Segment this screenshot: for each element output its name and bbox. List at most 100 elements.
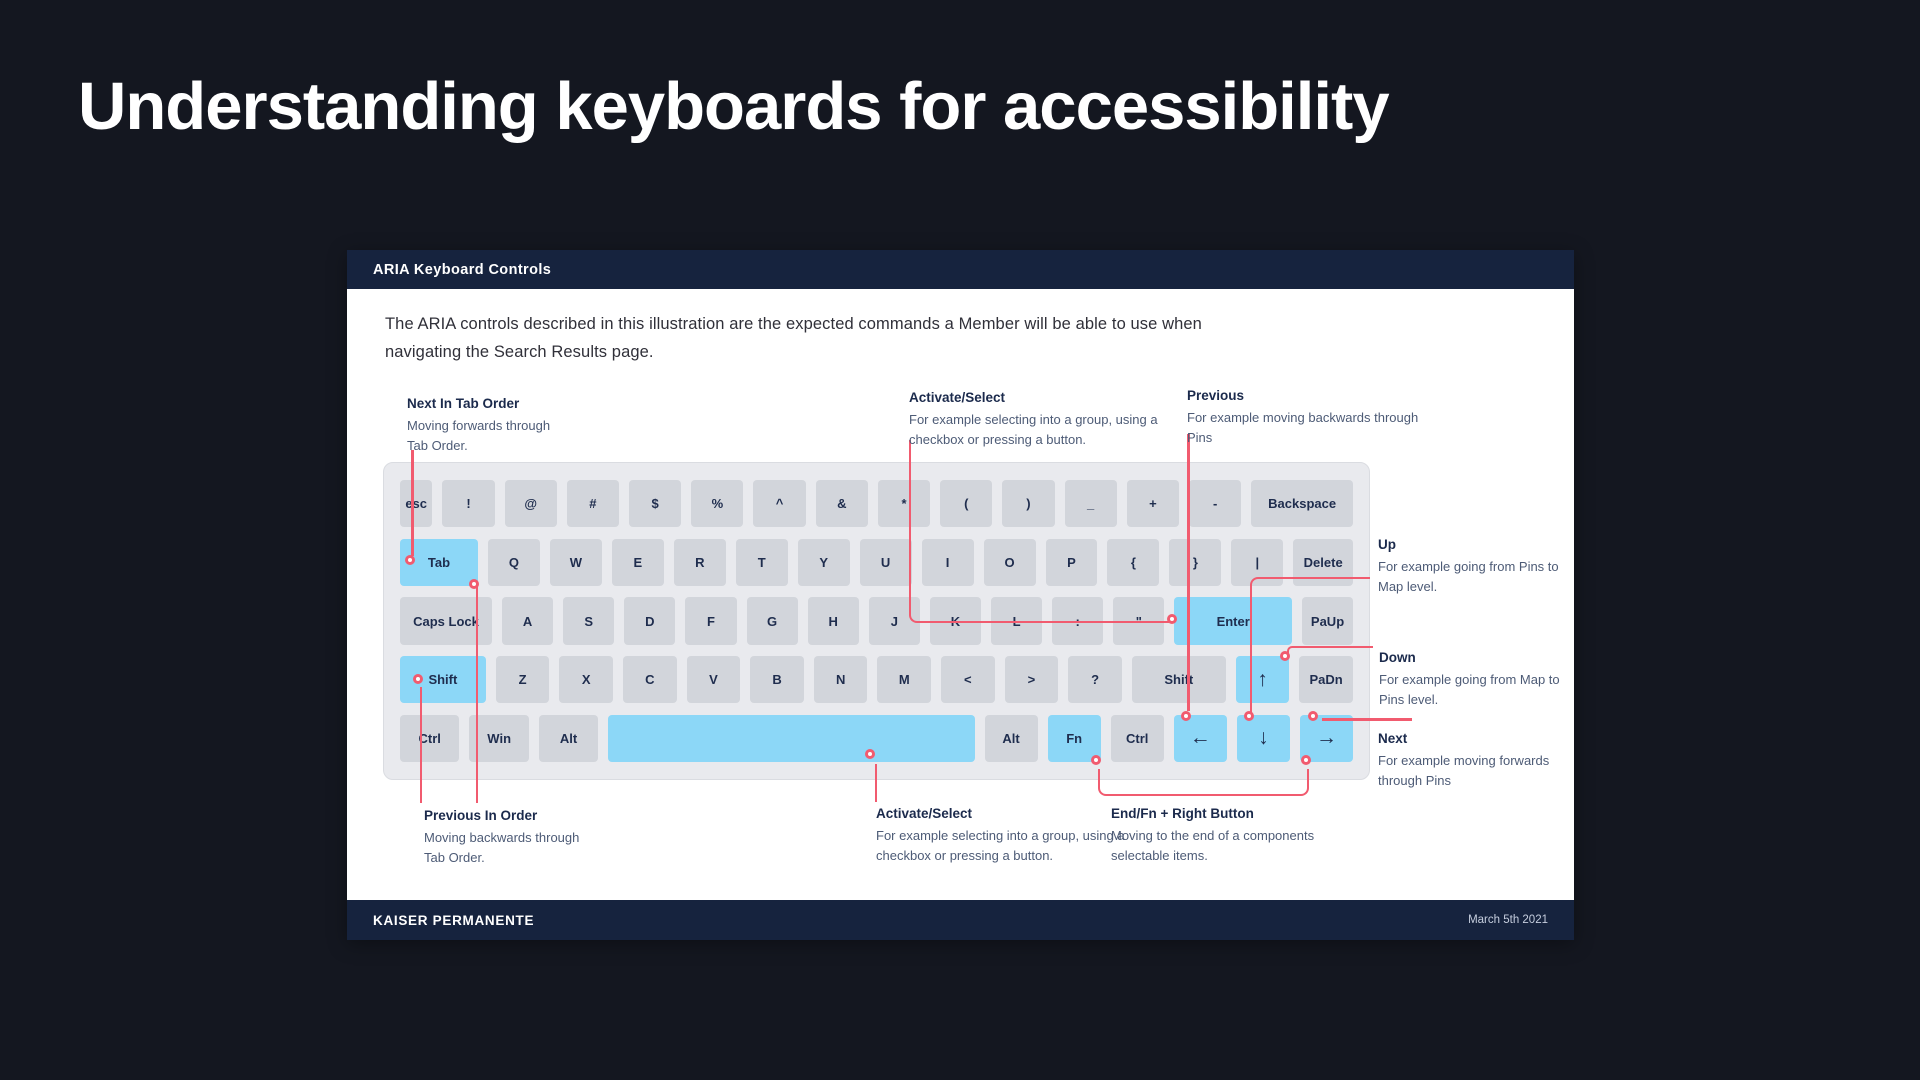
key-asterisk: * — [877, 480, 931, 528]
callout-line-next — [1322, 718, 1412, 721]
callout-title: Activate/Select — [909, 390, 1006, 405]
callout-body: For example moving backwards through Pin… — [1187, 410, 1419, 445]
panel-footer: KAISER PERMANENTE March 5th 2021 — [347, 900, 1574, 940]
key-y: Y — [797, 538, 850, 586]
callout-next-in-tab-order: Next In Tab Order Moving forwards throug… — [407, 396, 550, 455]
key-arrow-left: ← — [1173, 714, 1227, 763]
callout-line-end-fn — [1098, 769, 1309, 796]
key-win: Win — [469, 714, 529, 763]
key-dollar: $ — [629, 480, 682, 528]
callout-body: Moving backwards through Tab Order. — [424, 830, 580, 865]
callout-title: Activate/Select — [876, 806, 973, 821]
key-n: N — [813, 656, 868, 704]
callout-body: Moving forwards through Tab Order. — [407, 418, 551, 453]
key-x: X — [559, 656, 613, 704]
key-brace-left: { — [1107, 538, 1160, 586]
key-brace-right: } — [1169, 538, 1222, 586]
key-r: R — [673, 538, 726, 586]
key-p: P — [1045, 538, 1098, 586]
callout-marker-tab-bottom-right — [469, 578, 479, 589]
callout-down: Down For example going from Map to Pins … — [1379, 650, 1560, 709]
key-shift-right: Shift — [1131, 656, 1226, 704]
key-caps-lock: Caps Lock — [400, 597, 493, 645]
callout-marker-up-arrow-key — [1280, 651, 1290, 661]
aria-keyboard-panel: ARIA Keyboard Controls The ARIA controls… — [347, 250, 1574, 940]
key-a: A — [502, 597, 554, 645]
callout-title: Previous In Order — [424, 808, 538, 823]
callout-end-fn-right-button: End/Fn + Right Button Moving to the end … — [1111, 806, 1314, 865]
key-arrow-right: → — [1299, 714, 1353, 763]
key-c: C — [623, 656, 677, 704]
key-enter: Enter — [1174, 597, 1292, 645]
key-o: O — [983, 538, 1036, 586]
callout-line-previous — [1187, 434, 1190, 711]
key-alt-right: Alt — [984, 714, 1038, 763]
callout-title: Next — [1378, 731, 1408, 746]
callout-next: Next For example moving forwards through… — [1378, 731, 1549, 790]
key-alt-left: Alt — [538, 714, 599, 763]
panel-header: ARIA Keyboard Controls — [347, 250, 1574, 289]
key-at: @ — [504, 480, 557, 528]
key-arrow-down: ↓ — [1236, 714, 1290, 763]
keyboard-row: Shift Z X C V B N M < >? Shift ↑ PaDn — [400, 656, 1353, 704]
panel-header-title: ARIA Keyboard Controls — [373, 261, 552, 278]
key-b: B — [750, 656, 804, 704]
key-ctrl-left: Ctrl — [400, 714, 460, 763]
key-paren-right: ) — [1002, 480, 1055, 528]
callout-marker-left-arrow-key — [1181, 711, 1191, 721]
keyboard-row: esc! @ # $% ^ & *() _ + - Backspace — [400, 480, 1354, 528]
key-percent: % — [691, 480, 744, 528]
callout-line-down — [1286, 646, 1373, 654]
callout-body: Moving to the end of a components select… — [1111, 828, 1315, 863]
key-page-down: PaDn — [1299, 656, 1353, 704]
callout-body: For example moving forwards through Pins — [1378, 753, 1550, 788]
callout-title: Up — [1378, 537, 1396, 552]
key-f: F — [685, 597, 737, 645]
key-greater-than: > — [1004, 656, 1059, 704]
key-ctrl-right: Ctrl — [1110, 714, 1164, 763]
callout-body: For example selecting into a group, usin… — [909, 412, 1158, 447]
intro-text: The ARIA controls described in this illu… — [385, 315, 1202, 361]
key-g: G — [746, 597, 798, 645]
key-esc: esc — [400, 480, 433, 528]
callout-line-activate-select-bottom — [874, 764, 877, 802]
key-underscore: _ — [1064, 480, 1117, 528]
keyboard-row: Tab Q W E R T Y U I O P{} | Delete — [400, 538, 1354, 586]
key-v: V — [686, 656, 741, 704]
callout-line-next-in-tab-order — [411, 450, 414, 556]
key-u: U — [859, 538, 912, 586]
brand-name: KAISER PERMANENTE — [373, 912, 535, 928]
callout-marker-right-arrow-key-top — [1308, 711, 1318, 721]
key-caret: ^ — [753, 480, 806, 528]
key-q: Q — [487, 538, 540, 586]
callout-marker-spacebar — [865, 749, 875, 759]
key-ampersand: & — [815, 480, 868, 528]
callout-title: End/Fn + Right Button — [1111, 806, 1254, 821]
callout-line-tab-to-previous-in-order — [475, 587, 478, 803]
callout-marker-fn-key — [1091, 755, 1101, 765]
key-fn: Fn — [1047, 714, 1101, 763]
callout-marker-enter-left — [1167, 614, 1177, 624]
callout-marker-down-arrow-key — [1244, 711, 1254, 721]
keyboard-row: Caps Lock A S D F G H J K L: " Enter PaUp — [400, 597, 1354, 645]
key-arrow-up: ↑ — [1235, 656, 1290, 704]
callout-line-shift-to-previous-in-order — [419, 687, 422, 803]
callout-marker-right-arrow-key-bottom — [1301, 755, 1311, 765]
key-paren-left: ( — [940, 480, 993, 528]
key-space — [608, 714, 975, 763]
key-question: ? — [1068, 656, 1122, 704]
key-less-than: < — [941, 656, 995, 704]
callout-line-activate-select-top — [909, 440, 1169, 623]
callout-up: Up For example going from Pins to Map le… — [1378, 537, 1559, 596]
keyboard-row: Ctrl Win Alt Alt Fn Ctrl ← ↓ → — [400, 714, 1353, 763]
footer-date: March 5th 2021 — [1468, 914, 1548, 926]
key-page-up: PaUp — [1301, 597, 1354, 645]
callout-activate-select-top: Activate/Select For example selecting in… — [909, 390, 1158, 449]
key-h: H — [807, 597, 859, 645]
key-t: T — [735, 538, 788, 586]
key-minus: - — [1189, 480, 1242, 528]
keyboard-illustration: esc! @ # $% ^ & *() _ + - Backspace Tab Q W E R T Y U I O P{}… — [383, 462, 1370, 780]
key-i: I — [921, 538, 974, 586]
key-s: S — [563, 597, 615, 645]
callout-body: For example selecting into a group, usin… — [876, 828, 1125, 863]
